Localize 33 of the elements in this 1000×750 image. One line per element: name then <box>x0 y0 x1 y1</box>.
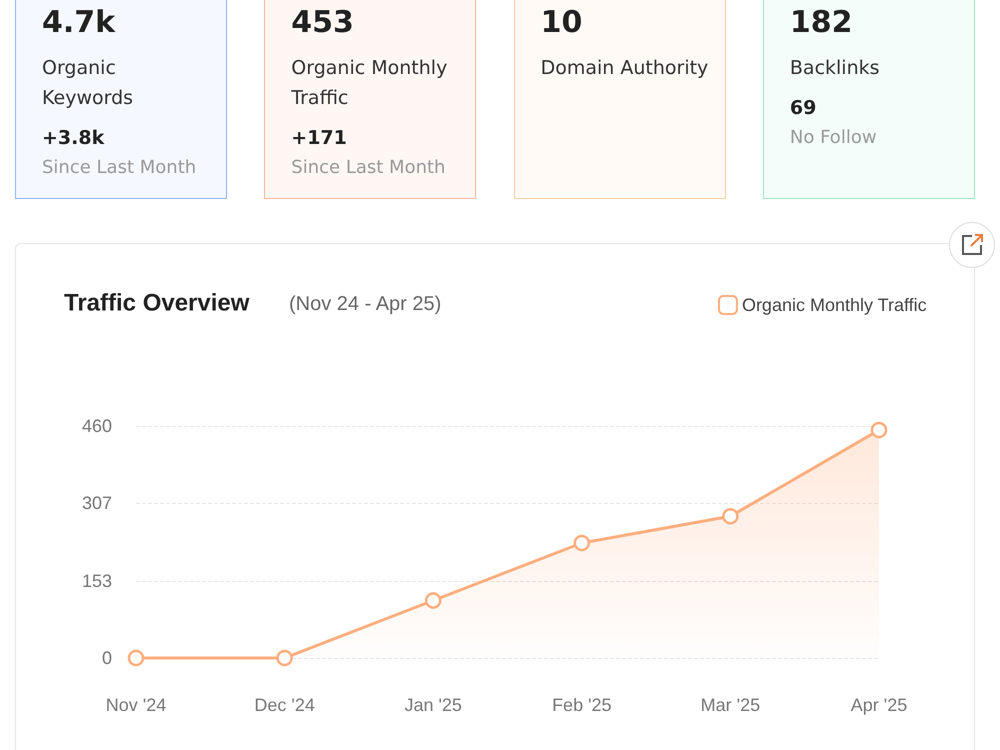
text: 10 <box>540 5 584 41</box>
point <box>574 534 590 552</box>
text: Since Last Month <box>42 157 198 178</box>
text: Domain Authority <box>540 56 710 81</box>
text: 182 <box>790 5 854 41</box>
y-tick-label: 307 <box>82 493 112 514</box>
point <box>722 508 739 525</box>
text: Organic Monthly Traffic <box>291 56 448 111</box>
point <box>870 422 888 438</box>
text: No Follow <box>790 127 878 148</box>
legend-label: Organic Monthly Traffic <box>742 295 927 315</box>
text: 69 <box>790 97 818 119</box>
text: 4.7k <box>42 5 116 41</box>
point <box>276 650 293 666</box>
text: +171 <box>291 127 348 149</box>
x-tick-label: Nov '24 <box>106 695 166 715</box>
x-tick-label: Mar '25 <box>700 695 760 715</box>
y-tick-label: 153 <box>82 570 112 591</box>
point <box>128 650 144 666</box>
x-tick-label: Feb '25 <box>552 695 612 715</box>
x-tick-label: Dec '24 <box>254 695 315 715</box>
text: Organic Keywords <box>42 56 134 111</box>
chart-title: Traffic Overview <box>64 290 250 316</box>
text: 453 <box>291 5 355 41</box>
chart-subtitle: (Nov 24 - Apr 25) <box>289 293 442 315</box>
x-tick-label: Jan '25 <box>404 695 462 715</box>
text: +3.8k <box>42 127 106 149</box>
y-tick-label: 0 <box>102 648 112 668</box>
text: Backlinks <box>790 56 881 81</box>
y-tick-label: 460 <box>82 416 112 436</box>
x-tick-label: Apr '25 <box>850 695 908 715</box>
text: Since Last Month <box>291 157 446 178</box>
point <box>424 592 442 609</box>
